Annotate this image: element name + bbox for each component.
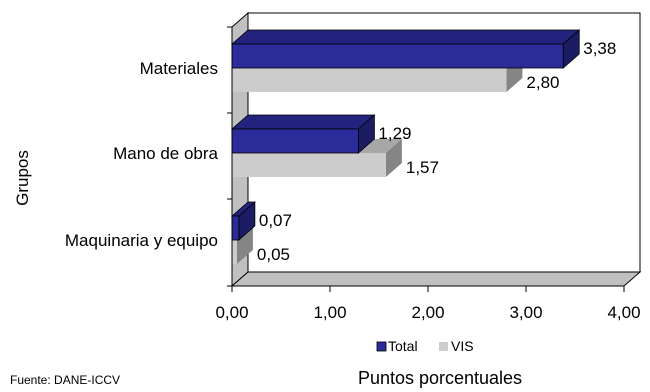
bar-total-2 — [230, 201, 256, 241]
labels-layer: 2,80 3,38 1,57 1,29 0,05 0,07 0,00 1,00 2,00 3,00… — [65, 39, 641, 322]
x-tick-label-4: 4,00 — [607, 303, 640, 322]
source-note: Fuente: DANE-ICCV — [10, 373, 120, 387]
x-tick-label-0: 0,00 — [215, 303, 248, 322]
bar-vis-2-side — [236, 226, 253, 264]
legend-swatch-vis — [439, 342, 448, 351]
category-label-1: Mano de obra — [113, 144, 218, 163]
bar-vis-1-front — [232, 153, 386, 177]
bars-layer — [230, 29, 581, 264]
data-label-vis-2: 0,05 — [257, 245, 290, 264]
legend: Total VIS — [376, 338, 474, 354]
floor — [230, 271, 642, 287]
category-label-0: Materiales — [140, 59, 218, 78]
bar-total-2-front — [231, 215, 240, 241]
x-tick-label-3: 3,00 — [509, 303, 542, 322]
bar-total-0-top — [230, 29, 581, 45]
x-axis-title: Puntos porcentuales — [358, 368, 522, 388]
bar-vis-1-side — [385, 139, 402, 177]
bar-total-1-front — [231, 128, 359, 154]
x-tick-label-1: 1,00 — [313, 303, 346, 322]
data-label-vis-1: 1,57 — [406, 158, 439, 177]
bar-total-1 — [230, 114, 376, 154]
bar-total-1-top — [230, 114, 376, 130]
y-axis-title: Grupos — [13, 150, 32, 206]
data-label-total-2: 0,07 — [259, 211, 292, 230]
data-label-total-0: 3,38 — [583, 39, 616, 58]
legend-swatch-total — [376, 341, 387, 352]
bar-total-0-front — [231, 43, 564, 69]
bar-vis-2-front — [232, 240, 237, 264]
data-label-vis-0: 2,80 — [526, 73, 559, 92]
legend-label-total: Total — [388, 338, 418, 354]
bar-total-0 — [230, 29, 581, 69]
x-tick-label-2: 2,00 — [411, 303, 444, 322]
category-label-2: Maquinaria y equipo — [65, 231, 218, 250]
bar-vis-0-front — [232, 68, 507, 92]
legend-label-vis: VIS — [451, 338, 474, 354]
data-label-total-1: 1,29 — [378, 124, 411, 143]
axes-layer — [227, 26, 625, 292]
